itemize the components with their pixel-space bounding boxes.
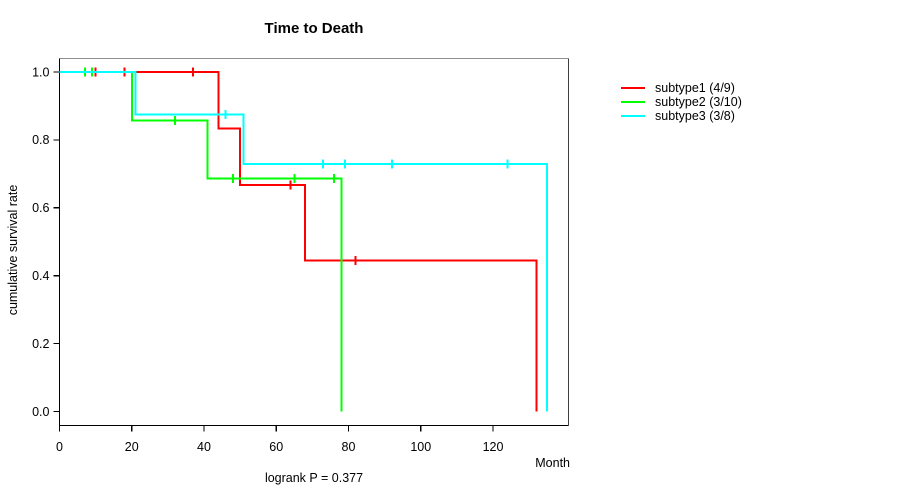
legend: subtype1 (4/9) subtype2 (3/10) subtype3 (3… <box>621 81 742 123</box>
legend-label: subtype2 (3/10) <box>655 95 742 109</box>
x-tick-label: 80 <box>342 440 356 454</box>
survival-curve-1 <box>59 71 538 412</box>
survival-curve-2 <box>59 71 343 412</box>
logrank-pvalue-annotation: logrank P = 0.377 <box>264 471 364 485</box>
legend-line-swatch <box>621 101 645 103</box>
x-tick-label: 20 <box>125 440 139 454</box>
survival-curve-3 <box>59 71 549 412</box>
x-tick-label: 60 <box>269 440 283 454</box>
y-axis-label: cumulative survival rate <box>6 184 20 316</box>
x-axis-label: Month <box>535 456 570 470</box>
y-tick-label: 1.0 <box>32 65 49 79</box>
legend-line-swatch <box>621 115 645 117</box>
x-tick-label: 0 <box>56 440 63 454</box>
y-tick-label: 0.2 <box>32 337 49 351</box>
legend-entry-3: subtype3 (3/8) <box>621 109 742 123</box>
legend-entry-1: subtype1 (4/9) <box>621 81 742 95</box>
y-tick-label: 0.6 <box>32 201 49 215</box>
y-tick-label: 0.4 <box>32 269 49 283</box>
legend-line-swatch <box>621 87 645 89</box>
legend-label: subtype1 (4/9) <box>655 81 735 95</box>
legend-label: subtype3 (3/8) <box>655 109 735 123</box>
x-tick-label: 100 <box>410 440 431 454</box>
legend-entry-2: subtype2 (3/10) <box>621 95 742 109</box>
x-tick-label: 40 <box>197 440 211 454</box>
chart-title: Time to Death <box>264 20 364 37</box>
x-tick-label: 120 <box>483 440 504 454</box>
y-tick-label: 0.8 <box>32 133 49 147</box>
y-tick-label: 0.0 <box>32 405 49 419</box>
